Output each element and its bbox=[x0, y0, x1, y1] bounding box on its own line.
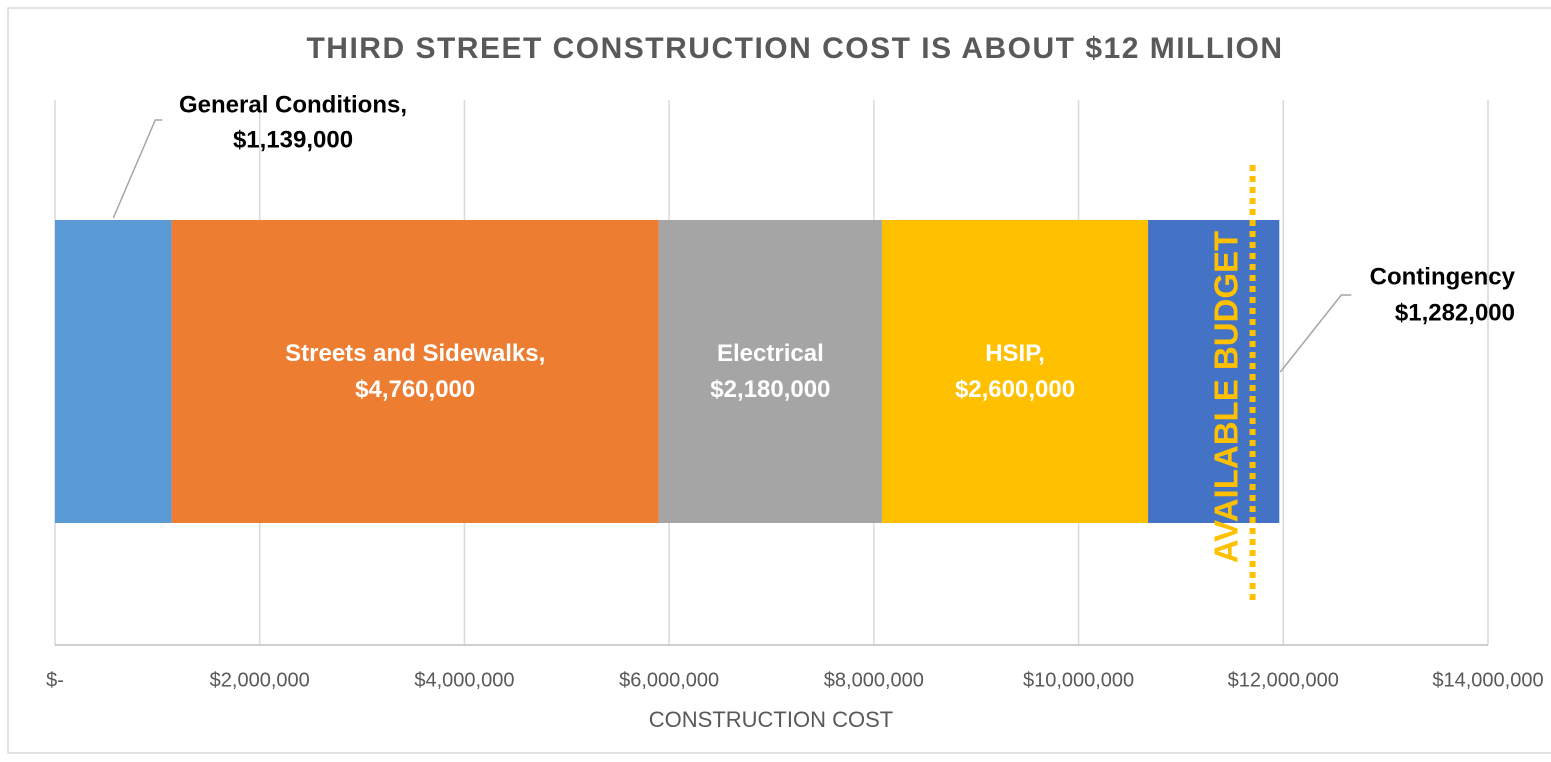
leader-line bbox=[112, 119, 163, 219]
data-label-value: $1,139,000 bbox=[233, 126, 353, 153]
x-tick-label: $- bbox=[46, 669, 64, 691]
data-label-name: Streets and Sidewalks, bbox=[285, 340, 545, 367]
data-label-value: $2,180,000 bbox=[710, 376, 830, 403]
chart-title: THIRD STREET CONSTRUCTION COST IS ABOUT … bbox=[306, 32, 1283, 65]
x-tick-label: $8,000,000 bbox=[824, 669, 924, 691]
x-tick-label: $12,000,000 bbox=[1228, 669, 1339, 691]
x-tick-label: $6,000,000 bbox=[619, 669, 719, 691]
data-label-value: $1,282,000 bbox=[1395, 299, 1515, 326]
bar-segment bbox=[881, 220, 1149, 523]
bar-segment bbox=[171, 220, 659, 523]
data-label-value: $2,600,000 bbox=[955, 376, 1075, 403]
bar-segment bbox=[1148, 220, 1280, 523]
x-axis-label: CONSTRUCTION COST bbox=[649, 707, 893, 732]
budget-label: AVAILABLE BUDGET bbox=[1207, 231, 1244, 563]
bar-segment bbox=[658, 220, 882, 523]
data-label-name: General Conditions, bbox=[179, 91, 407, 118]
data-label-name: Electrical bbox=[717, 340, 824, 367]
x-tick-label: $10,000,000 bbox=[1023, 669, 1134, 691]
data-label-name: HSIP, bbox=[985, 340, 1045, 367]
x-tick-label: $14,000,000 bbox=[1432, 669, 1543, 691]
leader-line bbox=[1279, 294, 1352, 373]
x-tick-label: $2,000,000 bbox=[210, 669, 310, 691]
bar-segment bbox=[55, 220, 172, 523]
data-label-name: Contingency bbox=[1370, 263, 1516, 290]
x-tick-label: $4,000,000 bbox=[414, 669, 514, 691]
data-label-value: $4,760,000 bbox=[355, 376, 475, 403]
